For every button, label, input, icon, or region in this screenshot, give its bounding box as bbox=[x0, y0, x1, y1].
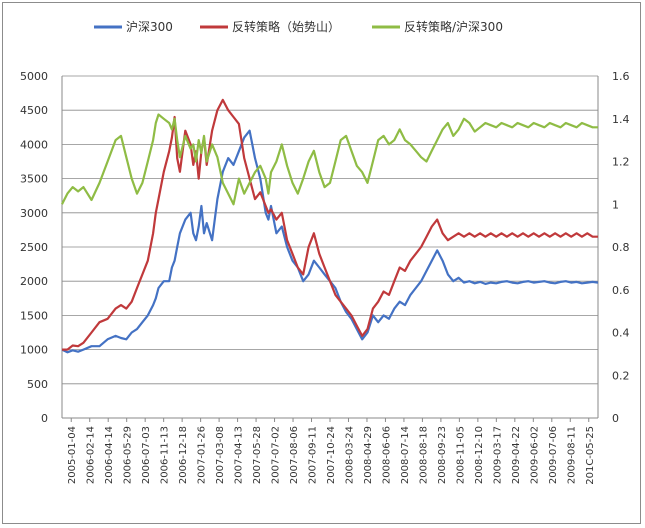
x-tick-label: 2007-09-11 bbox=[308, 426, 319, 484]
y-right-tick-label: 1 bbox=[612, 198, 619, 211]
legend-label: 沪深300 bbox=[126, 20, 173, 34]
series-line-3 bbox=[61, 113, 598, 206]
series-line-1 bbox=[61, 129, 599, 354]
y-left-tick-label: 5000 bbox=[20, 70, 48, 83]
y-left-tick-label: 2000 bbox=[20, 275, 48, 288]
x-tick-label: 2008-07-14 bbox=[400, 426, 411, 484]
y-left-tick-label: 1500 bbox=[20, 309, 48, 322]
x-tick-label: 2008-09-23 bbox=[437, 426, 448, 484]
series-lines bbox=[61, 98, 599, 354]
y-right-tick-label: 0.8 bbox=[612, 241, 630, 254]
x-tick-label: 201C-05-25 bbox=[585, 426, 596, 485]
y-right-tick-label: 0 bbox=[612, 412, 619, 425]
x-tick-label: 2007-04-13 bbox=[234, 426, 245, 484]
x-tick-label: 2008-04-29 bbox=[363, 426, 374, 484]
y-right-axis-ticks: 1.6 1.4 1.2 1 0.8 0.6 0.4 0.2 0 bbox=[612, 70, 630, 425]
x-axis-ticks: 2005-01-04 2006-02-14 2006-04-14 2006-05-29… bbox=[67, 418, 596, 485]
x-tick-label: 2005-01-04 bbox=[67, 426, 78, 484]
x-tick-label: 2008-03-24 bbox=[344, 426, 355, 484]
y-right-tick-label: 1.2 bbox=[612, 156, 630, 169]
y-left-tick-label: 4000 bbox=[20, 138, 48, 151]
y-right-tick-label: 0.6 bbox=[612, 284, 630, 297]
x-tick-label: 2007-08-06 bbox=[289, 426, 300, 484]
y-right-tick-label: 0.2 bbox=[612, 369, 630, 382]
y-left-tick-label: 500 bbox=[27, 378, 48, 391]
y-right-tick-label: 1.4 bbox=[612, 113, 630, 126]
x-tick-label: 2007-07-02 bbox=[271, 426, 282, 484]
x-tick-label: 2009-07-06 bbox=[548, 426, 559, 484]
x-tick-label: 2007-05-28 bbox=[252, 426, 263, 484]
legend-label: 反转策略/沪深300 bbox=[404, 19, 503, 34]
x-tick-label: 2007-03-08 bbox=[215, 426, 226, 484]
y-right-tick-label: 0.4 bbox=[612, 327, 630, 340]
y-right-tick-label: 1.6 bbox=[612, 70, 630, 83]
x-tick-label: 2009-03-17 bbox=[492, 426, 503, 484]
y-left-tick-label: 2500 bbox=[20, 241, 48, 254]
y-left-tick-label: 4500 bbox=[20, 104, 48, 117]
y-left-tick-label: 3500 bbox=[20, 173, 48, 186]
x-tick-label: 2008-11-05 bbox=[455, 426, 466, 484]
x-tick-label: 2008-06-06 bbox=[381, 426, 392, 484]
x-tick-label: 2006-02-14 bbox=[86, 426, 97, 484]
chart-frame bbox=[2, 2, 641, 524]
x-tick-label: 2009-04-22 bbox=[511, 426, 522, 484]
x-tick-label: 2009-06-02 bbox=[529, 426, 540, 484]
x-tick-label: 2008-12-10 bbox=[474, 426, 485, 484]
y-left-tick-label: 3000 bbox=[20, 207, 48, 220]
x-tick-label: 2008-08-18 bbox=[418, 426, 429, 484]
x-tick-label: 2007-01-26 bbox=[197, 426, 208, 484]
y-left-tick-label: 1000 bbox=[20, 344, 48, 357]
legend: 沪深300 反转策略（始势山） 反转策略/沪深300 bbox=[94, 19, 503, 34]
x-tick-label: 2006-11-13 bbox=[160, 426, 171, 484]
x-tick-label: 2009-08-11 bbox=[566, 426, 577, 484]
y-left-tick-label: 0 bbox=[41, 412, 48, 425]
x-tick-label: 2006-12-18 bbox=[178, 426, 189, 484]
x-tick-label: 2006-04-14 bbox=[104, 426, 115, 484]
x-tick-label: 2006-07-03 bbox=[141, 426, 152, 484]
x-tick-label: 2006-05-29 bbox=[123, 426, 134, 484]
legend-label: 反转策略（始势山） bbox=[232, 19, 340, 34]
x-tick-label: 2007-10-24 bbox=[326, 426, 337, 484]
series-line-2 bbox=[62, 98, 598, 351]
